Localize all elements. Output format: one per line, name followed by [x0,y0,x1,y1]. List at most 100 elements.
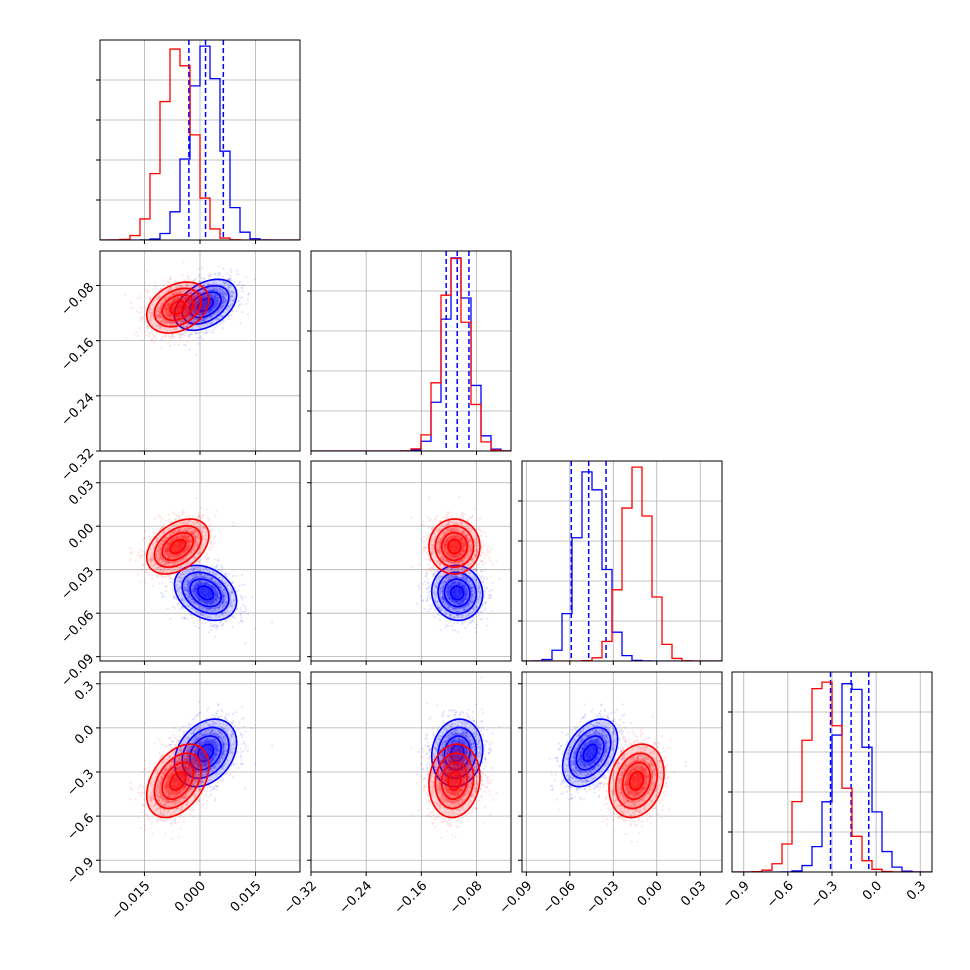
density-level [198,586,213,600]
axes-frame [310,250,512,452]
contour-line [434,752,475,810]
density-level [630,772,643,790]
density-level [170,301,185,314]
y-tick-label: 0.0 [72,723,97,748]
contour-line [615,752,658,810]
contour-line [145,281,210,334]
contour-line [173,278,238,332]
x-tick-label: 0.00 [635,878,666,909]
density-level [146,282,209,334]
x-tick-label: −0.3 [808,878,841,911]
density-level [428,518,480,575]
density-level [583,745,597,761]
x-tick-label: −0.24 [336,878,375,917]
contour-line [153,752,202,810]
contour-line [440,761,469,801]
panel-2-0: −0.09−0.06−0.030.000.03 [59,460,301,690]
density-level [444,535,465,558]
contour-line [161,761,195,801]
density-level [170,772,185,790]
axes-frame [310,460,512,662]
y-tick-label: −0.9 [64,855,97,888]
contour-line [437,726,478,780]
panel-3-1: −0.32 −0.24 −0.16 −0.08 [281,671,512,917]
x-tick-label: −0.32 [281,878,320,917]
contour-line [568,726,612,780]
density-level [434,524,475,569]
y-tick-label: −0.06 [59,608,98,647]
histogram-series-1 [311,257,511,451]
panel-1-0: −0.32 −0.24 −0.16 −0.08 [59,250,301,485]
x-tick-label: 0.000 [172,878,209,915]
x-tick-label: −0.09 [497,878,536,917]
x-tick-label: −0.015 [109,878,154,923]
x-tick-label: −0.6 [764,878,797,911]
contour-line [169,770,187,791]
density-level [562,719,618,787]
contour-line [450,743,465,763]
axes-frame [521,460,723,662]
contour-line [169,300,187,315]
panel-1-1 [307,250,512,455]
y-tick-label: −0.08 [59,280,98,319]
contour-line [161,531,195,562]
contour-line [196,743,215,763]
contour-line [561,718,619,788]
density-level [159,530,197,564]
contour-line [443,735,471,771]
contour-line [447,538,462,555]
panel-2-1 [307,460,512,665]
contour-line [145,743,210,819]
contour-line [428,518,481,575]
contour-line [428,743,481,819]
density-level [174,565,237,621]
density-level [448,540,461,553]
contour-line [196,585,215,601]
y-tick-label: −0.3 [64,767,97,800]
histogram-series-0 [522,471,722,661]
contour-line [189,578,222,608]
y-tick-label: −0.16 [59,335,98,374]
contour-line [145,518,210,575]
panel-0-0 [96,39,301,244]
contour-line [450,585,465,601]
y-tick-label: −0.03 [59,564,98,603]
density-level [174,279,237,331]
x-tick-label: −0.16 [392,878,431,917]
contour-line [430,718,484,788]
density-level [439,758,470,803]
density-level [436,570,478,615]
contour-line [189,291,222,319]
contour-line [161,293,195,322]
panel-3-3: −0.9 −0.6 −0.3 0.0 0.3 [720,671,933,911]
density-level [186,289,225,321]
contour-line [608,743,665,819]
x-tick-label: 0.015 [228,878,265,915]
density-level [573,732,607,774]
contour-line [575,735,605,771]
contour-line [582,743,598,763]
contour-line [621,761,652,801]
density-level [159,758,197,803]
density-level [448,772,461,790]
panel-3-0: −0.015 0.000 0.015−0.9−0.6−0.30.00.3 [64,671,301,923]
x-tick-label: −0.03 [584,878,623,917]
contour-line [430,564,484,622]
contour-line [628,770,645,791]
y-tick-label: −0.32 [59,446,98,485]
x-tick-label: 0.0 [860,878,885,903]
contour-line [434,525,475,568]
contour-line [153,525,202,568]
contour-line [153,287,202,328]
x-tick-label: −0.06 [540,878,579,917]
x-tick-label: 0.3 [904,878,929,903]
density-level [609,744,664,818]
contour-line [181,726,230,780]
density-level [451,586,463,600]
contour-line [447,770,462,791]
x-tick-label: −0.9 [720,878,753,911]
density-level [170,540,185,553]
y-tick-label: −0.24 [59,391,98,430]
density-level [146,519,209,575]
